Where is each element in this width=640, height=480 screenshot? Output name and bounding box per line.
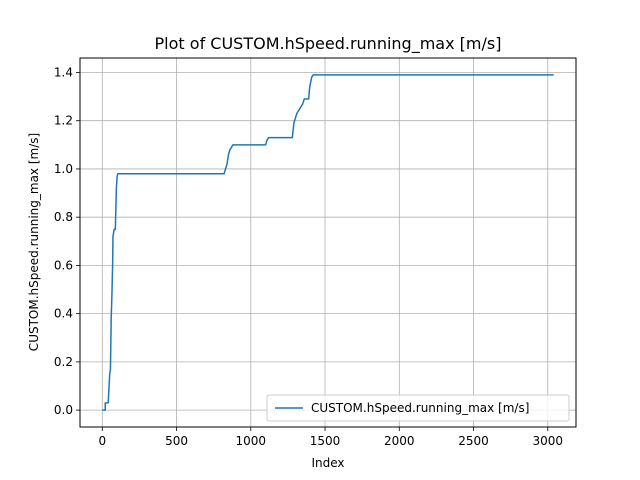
y-tick-label: 0.8 [54, 210, 73, 224]
series-line-0 [102, 74, 554, 411]
y-tick-label: 0.0 [54, 403, 73, 417]
y-tick-label: 1.2 [54, 114, 73, 128]
x-tick-label: 2500 [458, 434, 489, 448]
x-tick-label: 1000 [236, 434, 267, 448]
legend-label: CUSTOM.hSpeed.running_max [m/s] [311, 401, 529, 415]
x-tick-label: 3000 [533, 434, 564, 448]
series-layer [102, 74, 554, 411]
x-tick-label: 2000 [384, 434, 415, 448]
legend-box [266, 394, 570, 422]
chart-title: Plot of CUSTOM.hSpeed.running_max [m/s] [155, 34, 502, 54]
y-tick-label: 1.4 [54, 65, 73, 79]
x-tick-label: 0 [98, 434, 106, 448]
grid-lines [80, 58, 576, 427]
y-tick-label: 0.2 [54, 355, 73, 369]
x-axis-label: Index [311, 456, 344, 470]
y-tick-label: 0.6 [54, 258, 73, 272]
y-tick-label: 0.4 [54, 307, 73, 321]
plot-frame [79, 57, 577, 428]
legend: CUSTOM.hSpeed.running_max [m/s] [266, 394, 570, 422]
x-tick-label: 1500 [310, 434, 341, 448]
axis-ticks: 0 500 1000 1500 2000 2500 3000 0.0 0.2 0.4 0.6 0.8 1… [54, 65, 563, 448]
y-axis-label: CUSTOM.hSpeed.running_max [m/s] [27, 133, 41, 351]
x-tick-label: 500 [165, 434, 188, 448]
y-tick-label: 1.0 [54, 162, 73, 176]
